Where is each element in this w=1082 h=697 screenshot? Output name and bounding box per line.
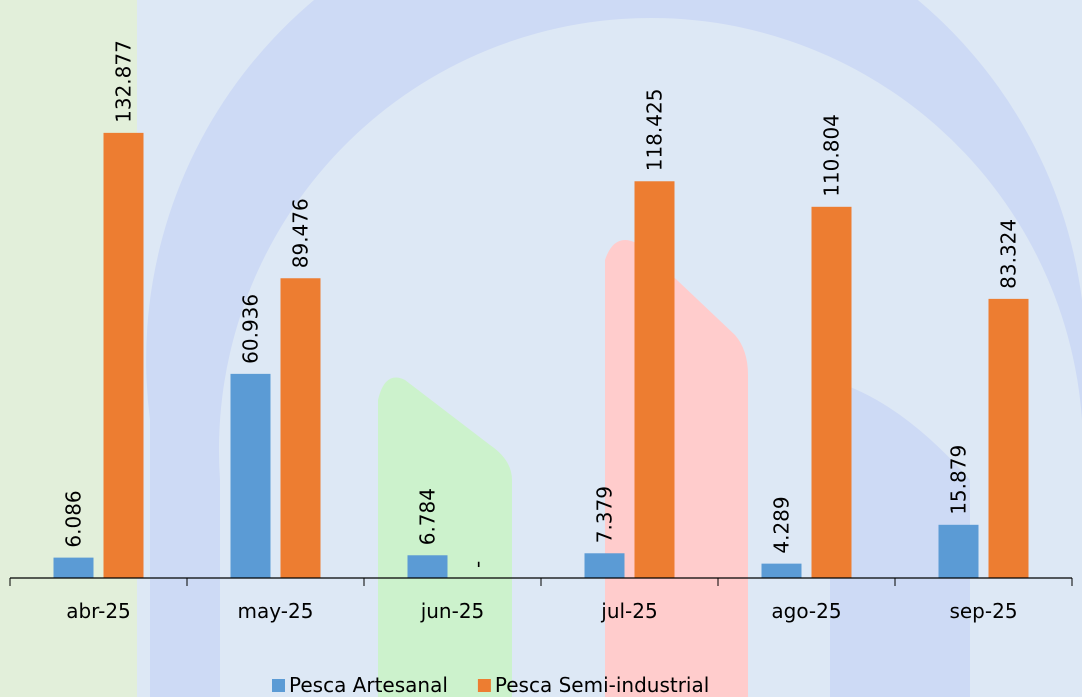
data-label: 89.476 [289, 198, 313, 268]
legend-label: Pesca Semi-industrial [495, 673, 709, 697]
data-label: 83.324 [997, 219, 1021, 289]
x-tick-label: ago-25 [771, 599, 841, 623]
legend-swatch [272, 679, 285, 692]
bar [281, 278, 321, 578]
chart: abr-25 6.086 132.877 may-25 60.936 89.476 jun-… [0, 0, 1082, 697]
bar [54, 558, 94, 578]
data-label: 110.804 [820, 114, 844, 197]
bar [104, 133, 144, 578]
x-tick-label: jul-25 [600, 599, 657, 623]
bar [585, 553, 625, 578]
data-label: 6.784 [416, 488, 440, 545]
legend-swatch [478, 679, 491, 692]
bar [939, 525, 979, 578]
x-tick-label: abr-25 [66, 599, 131, 623]
data-label: 7.379 [593, 486, 617, 543]
bar [812, 207, 852, 578]
data-label: 118.425 [643, 89, 667, 172]
data-label: 60.936 [239, 294, 263, 364]
bar [989, 299, 1029, 578]
bar [231, 374, 271, 578]
x-tick-label: may-25 [238, 599, 314, 623]
data-label: - [466, 561, 490, 568]
x-tick-label: jun-25 [420, 599, 485, 623]
data-label: 4.289 [770, 496, 794, 553]
bar [408, 555, 448, 578]
data-label: 132.877 [112, 40, 136, 123]
legend-label: Pesca Artesanal [289, 673, 448, 697]
bar [762, 564, 802, 578]
x-tick-label: sep-25 [949, 599, 1017, 623]
data-label: 6.086 [62, 490, 86, 547]
data-label: 15.879 [947, 445, 971, 515]
bar [635, 181, 675, 578]
